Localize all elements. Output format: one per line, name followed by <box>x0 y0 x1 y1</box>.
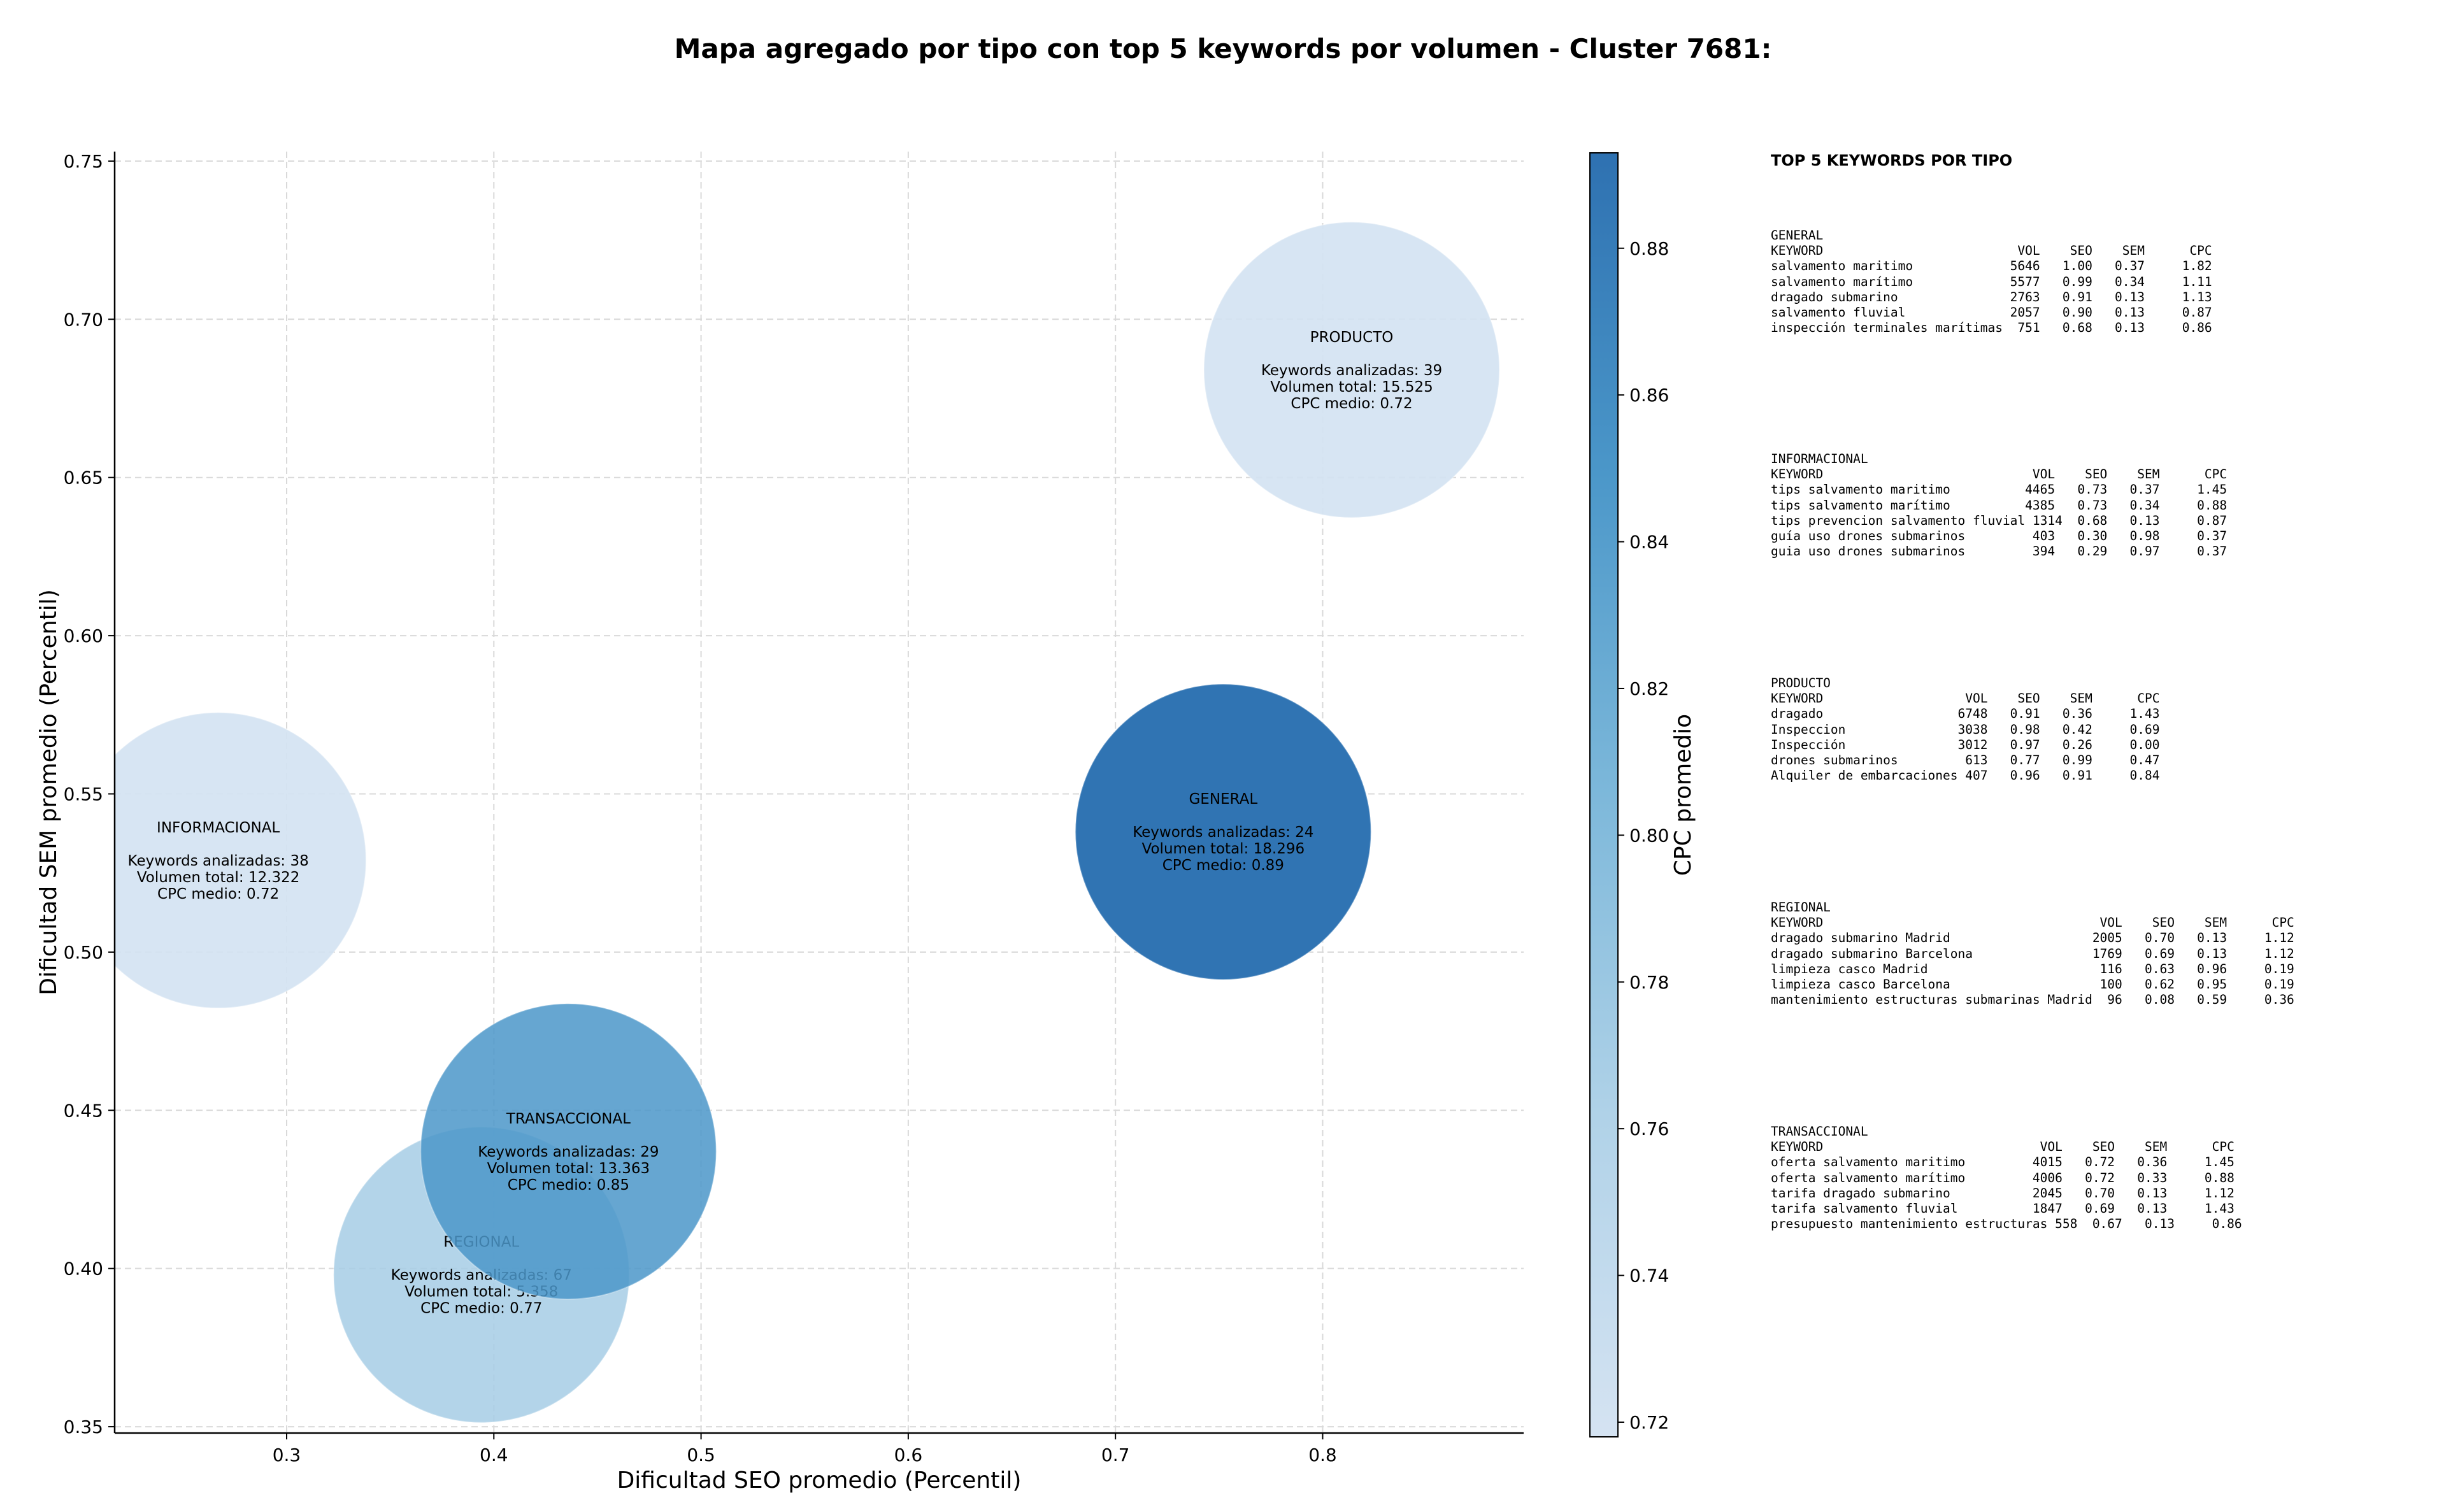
y-tick-label: 0.75 <box>64 151 103 172</box>
colorbar-label: CPC promedio <box>1670 714 1696 876</box>
bubble-type-label: TRANSACCIONAL <box>506 1111 631 1127</box>
bubble-cpc-label: CPC medio: 0.77 <box>420 1301 542 1317</box>
bubble-type-label: PRODUCTO <box>1310 329 1394 346</box>
colorbar-tick-label: 0.88 <box>1629 238 1669 259</box>
x-axis-label: Dificultad SEO promedio (Percentil) <box>617 1467 1022 1494</box>
colorbar-tick-label: 0.74 <box>1629 1266 1669 1287</box>
bubble-type-label: INFORMACIONAL <box>157 820 280 836</box>
x-tick-label: 0.6 <box>894 1444 923 1466</box>
y-tick-label: 0.45 <box>64 1100 103 1121</box>
bubble-cpc-label: CPC medio: 0.72 <box>1291 396 1412 412</box>
bubble-volume-label: Volumen total: 18.296 <box>1142 841 1305 857</box>
bubble-keywords-label: Keywords analizadas: 24 <box>1133 824 1313 841</box>
x-tick-label: 0.7 <box>1101 1444 1130 1466</box>
bubble-type-label: GENERAL <box>1189 791 1257 808</box>
colorbar-gradient <box>1589 152 1619 1437</box>
keyword-table-text: INFORMACIONAL KEYWORD VOL SEO SEM CPC ti… <box>1771 452 2228 559</box>
keyword-table-text: TRANSACCIONAL KEYWORD VOL SEO SEM CPC of… <box>1771 1124 2242 1232</box>
bubble-circle <box>1203 221 1501 518</box>
x-tick-label: 0.8 <box>1308 1444 1337 1466</box>
keyword-table-text: GENERAL KEYWORD VOL SEO SEM CPC salvamen… <box>1771 228 2212 336</box>
colorbar: 0.72 0.74 0.76 0.78 0.80 0.82 0.84 0.86 0.88 CPC … <box>1589 152 1696 1437</box>
keyword-table-regional: REGIONAL KEYWORD VOL SEO SEM CPC dragado… <box>1771 900 2294 1008</box>
bubble-keywords-label: Keywords analizadas: 29 <box>478 1144 659 1160</box>
bubble-cpc-label: CPC medio: 0.89 <box>1162 857 1284 874</box>
colorbar-tick-label: 0.86 <box>1629 385 1669 406</box>
colorbar-tick-label: 0.76 <box>1629 1118 1669 1139</box>
colorbar-tick-label: 0.72 <box>1629 1412 1669 1433</box>
bubble-keywords-label: Keywords analizadas: 38 <box>128 853 309 869</box>
keyword-table-text: PRODUCTO KEYWORD VOL SEO SEM CPC dragado… <box>1771 676 2160 783</box>
keyword-table-general: GENERAL KEYWORD VOL SEO SEM CPC salvamen… <box>1771 228 2212 336</box>
keyword-table-transaccional: TRANSACCIONAL KEYWORD VOL SEO SEM CPC of… <box>1771 1124 2242 1232</box>
keyword-tables-panel: TOP 5 KEYWORDS POR TIPO GENERAL KEYWORD … <box>1771 152 2433 1425</box>
bubble-circle <box>420 1002 717 1300</box>
y-axis-label: Dificultad SEM promedio (Percentil) <box>36 589 62 995</box>
y-tick-label: 0.40 <box>64 1259 103 1280</box>
keyword-table-producto: PRODUCTO KEYWORD VOL SEO SEM CPC dragado… <box>1771 676 2159 783</box>
y-tick-label: 0.70 <box>64 309 103 330</box>
y-tick-label: 0.35 <box>64 1416 103 1437</box>
x-tick-label: 0.3 <box>273 1444 301 1466</box>
bubble-cpc-label: CPC medio: 0.72 <box>157 886 279 902</box>
y-tick-label: 0.65 <box>64 467 103 489</box>
tables-title: TOP 5 KEYWORDS POR TIPO <box>1771 152 2013 169</box>
keyword-table-informacional: INFORMACIONAL KEYWORD VOL SEO SEM CPC ti… <box>1771 452 2227 559</box>
colorbar-tick-label: 0.80 <box>1629 825 1669 846</box>
bubble-circle <box>115 711 367 1009</box>
axes: 0.3 0.4 0.5 0.6 0.7 0.8 0.35 0.40 0.45 0.50 0.55 0.… <box>36 151 1524 1494</box>
chart-title: Mapa agregado por tipo con top 5 keyword… <box>674 33 1772 64</box>
bubble-keywords-label: Keywords analizadas: 39 <box>1261 362 1442 379</box>
y-tick-label: 0.50 <box>64 942 103 963</box>
x-tick-label: 0.4 <box>480 1444 508 1466</box>
keyword-table-text: REGIONAL KEYWORD VOL SEO SEM CPC dragado… <box>1771 900 2294 1008</box>
bubble-volume-label: Volumen total: 15.525 <box>1270 379 1433 396</box>
x-tick-label: 0.5 <box>687 1444 715 1466</box>
colorbar-tick-label: 0.84 <box>1629 532 1669 553</box>
colorbar-tick-label: 0.82 <box>1629 678 1669 699</box>
y-tick-label: 0.60 <box>64 625 103 646</box>
bubble-volume-label: Volumen total: 13.363 <box>487 1160 650 1177</box>
colorbar-tick-label: 0.78 <box>1629 972 1669 993</box>
y-tick-label: 0.55 <box>64 783 103 804</box>
bubble-informacional: INFORMACIONAL Keywords analizadas: 38Volu… <box>115 711 367 1009</box>
bubble-volume-label: Volumen total: 12.322 <box>137 869 300 886</box>
bubble-cpc-label: CPC medio: 0.85 <box>508 1177 629 1194</box>
bubble-transaccional: TRANSACCIONAL Keywords analizadas: 29Volu… <box>420 1002 717 1300</box>
bubble-circle <box>1075 683 1372 981</box>
